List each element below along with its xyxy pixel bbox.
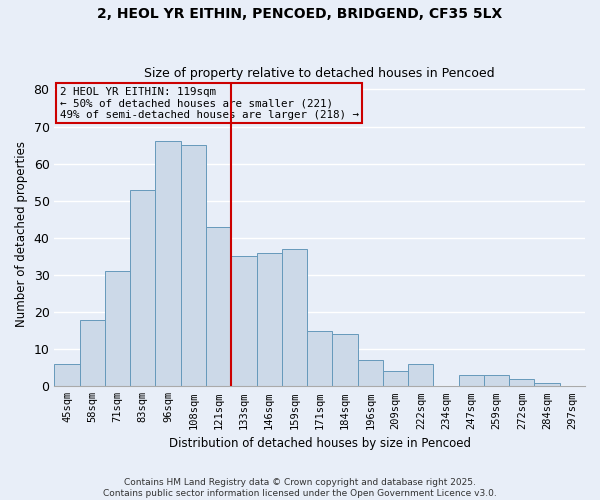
Bar — [509, 379, 535, 386]
X-axis label: Distribution of detached houses by size in Pencoed: Distribution of detached houses by size … — [169, 437, 471, 450]
Bar — [332, 334, 358, 386]
Bar — [80, 320, 105, 386]
Bar — [55, 364, 80, 386]
Bar — [155, 142, 181, 386]
Text: 2 HEOL YR EITHIN: 119sqm
← 50% of detached houses are smaller (221)
49% of semi-: 2 HEOL YR EITHIN: 119sqm ← 50% of detach… — [60, 86, 359, 120]
Bar — [535, 382, 560, 386]
Y-axis label: Number of detached properties: Number of detached properties — [15, 141, 28, 327]
Title: Size of property relative to detached houses in Pencoed: Size of property relative to detached ho… — [145, 66, 495, 80]
Bar — [206, 227, 231, 386]
Bar — [458, 375, 484, 386]
Bar — [231, 256, 257, 386]
Text: 2, HEOL YR EITHIN, PENCOED, BRIDGEND, CF35 5LX: 2, HEOL YR EITHIN, PENCOED, BRIDGEND, CF… — [97, 8, 503, 22]
Bar — [257, 252, 282, 386]
Bar — [358, 360, 383, 386]
Bar — [181, 145, 206, 386]
Bar — [383, 372, 408, 386]
Bar — [130, 190, 155, 386]
Bar — [307, 330, 332, 386]
Bar — [282, 249, 307, 386]
Bar — [408, 364, 433, 386]
Bar — [105, 272, 130, 386]
Bar — [484, 375, 509, 386]
Text: Contains HM Land Registry data © Crown copyright and database right 2025.
Contai: Contains HM Land Registry data © Crown c… — [103, 478, 497, 498]
